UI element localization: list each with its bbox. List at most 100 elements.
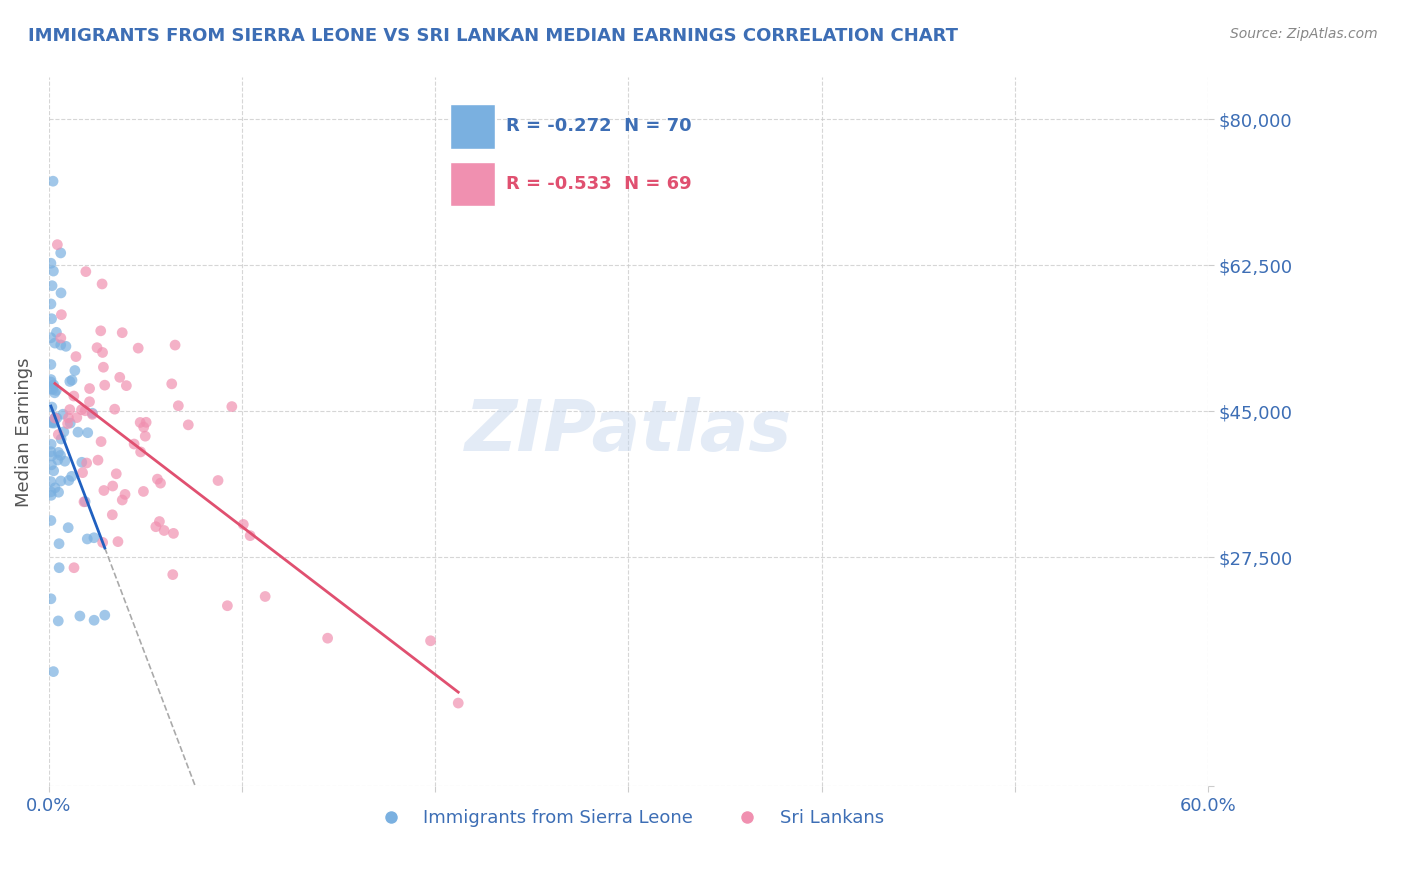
Point (49, 285, 72, 300)
Point (91, 345, 114, 359)
Point (52, 425, 75, 439)
Point (90, 434, 112, 449)
Point (49, 331, 72, 345)
Point (39, 297, 62, 311)
Point (65, 350, 87, 364)
Point (44, 411, 66, 425)
Point (42, 377, 65, 392)
Point (56, 521, 79, 535)
Point (42, 415, 65, 429)
Point (39, 484, 62, 499)
Point (42, 464, 65, 478)
Point (42, 416, 65, 430)
Point (41, 449, 63, 463)
Point (46, 453, 69, 467)
Point (48, 560, 70, 574)
Point (39, 437, 62, 451)
Point (60, 469, 83, 483)
Point (55, 339, 77, 353)
Point (93, 360, 115, 375)
Y-axis label: Median Earnings: Median Earnings (15, 357, 32, 507)
Point (129, 416, 152, 430)
Point (59, 375, 82, 389)
Point (232, 517, 254, 532)
Point (46, 237, 69, 252)
Point (52, 407, 75, 421)
Point (39, 331, 62, 345)
Point (39, 475, 62, 489)
Point (419, 633, 441, 648)
Point (145, 519, 167, 533)
Point (75, 264, 97, 278)
Point (86, 341, 108, 355)
Point (44, 410, 66, 425)
Point (39, 444, 62, 458)
Point (49, 432, 72, 446)
Point (41, 416, 63, 430)
Point (83, 613, 105, 627)
Point (149, 476, 172, 491)
Point (129, 445, 152, 459)
Point (162, 526, 184, 541)
Point (39, 514, 62, 528)
Point (90, 324, 112, 338)
Text: ZIPatlas: ZIPatlas (465, 398, 792, 467)
Point (58, 410, 80, 425)
Point (49, 474, 72, 488)
Point (53, 454, 76, 468)
Point (135, 415, 157, 429)
Point (76, 425, 98, 440)
Point (49, 246, 72, 260)
Point (93, 483, 115, 498)
Point (134, 429, 156, 443)
Point (56, 417, 79, 431)
Point (82, 406, 104, 420)
Point (45, 384, 67, 398)
Point (93, 378, 115, 392)
Point (217, 599, 239, 613)
Point (207, 474, 229, 488)
Point (69, 609, 91, 624)
Point (104, 402, 127, 417)
Point (42, 383, 65, 397)
Point (48, 445, 70, 459)
Point (41, 400, 63, 414)
Point (51, 308, 73, 322)
Point (45, 326, 67, 340)
Point (91, 535, 114, 549)
Point (165, 338, 187, 352)
Point (105, 467, 128, 481)
Point (111, 326, 134, 340)
Point (82, 408, 104, 422)
Text: Source: ZipAtlas.com: Source: ZipAtlas.com (1230, 27, 1378, 41)
Point (221, 400, 243, 414)
Point (148, 515, 170, 529)
Point (76, 532, 98, 546)
Point (49, 338, 72, 352)
Point (91, 277, 114, 291)
Point (39, 382, 62, 396)
Point (60, 373, 83, 387)
Point (49, 449, 72, 463)
Point (44, 336, 66, 351)
Point (41, 278, 63, 293)
Point (167, 399, 190, 413)
Point (83, 531, 105, 545)
Point (58, 474, 80, 488)
Point (45, 411, 67, 425)
Point (70, 402, 93, 417)
Point (94, 608, 117, 623)
Point (46, 427, 69, 442)
Point (75, 403, 97, 417)
Point (39, 256, 62, 270)
Point (108, 370, 131, 384)
Point (39, 591, 62, 606)
Point (39, 375, 62, 389)
Point (122, 437, 145, 451)
Point (42, 412, 65, 426)
Point (162, 567, 184, 582)
Point (79, 394, 101, 409)
Point (101, 508, 124, 522)
Point (63, 389, 86, 403)
Point (39, 488, 62, 502)
